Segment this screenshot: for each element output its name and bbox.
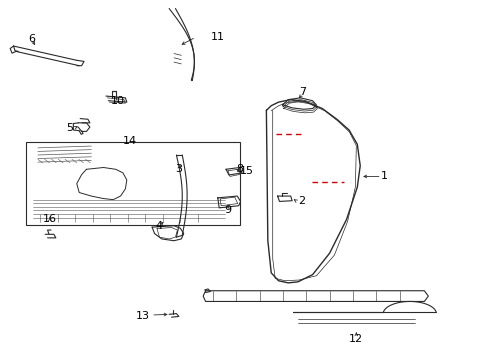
Text: 4: 4 [156, 221, 163, 231]
Text: 5: 5 [66, 123, 73, 133]
Text: 3: 3 [175, 164, 182, 174]
Text: 2: 2 [297, 197, 305, 206]
Text: 14: 14 [123, 136, 137, 146]
Text: 10: 10 [111, 96, 125, 107]
Text: 1: 1 [380, 171, 387, 181]
Text: 11: 11 [210, 32, 224, 42]
Text: 6: 6 [28, 34, 36, 44]
Text: 7: 7 [299, 87, 306, 98]
Text: 12: 12 [348, 334, 363, 344]
Text: 16: 16 [43, 214, 57, 224]
Text: 13: 13 [135, 311, 149, 321]
Text: 9: 9 [224, 205, 230, 215]
Text: 15: 15 [239, 166, 253, 176]
Bar [26, 143, 239, 225]
Text: 8: 8 [236, 164, 243, 174]
